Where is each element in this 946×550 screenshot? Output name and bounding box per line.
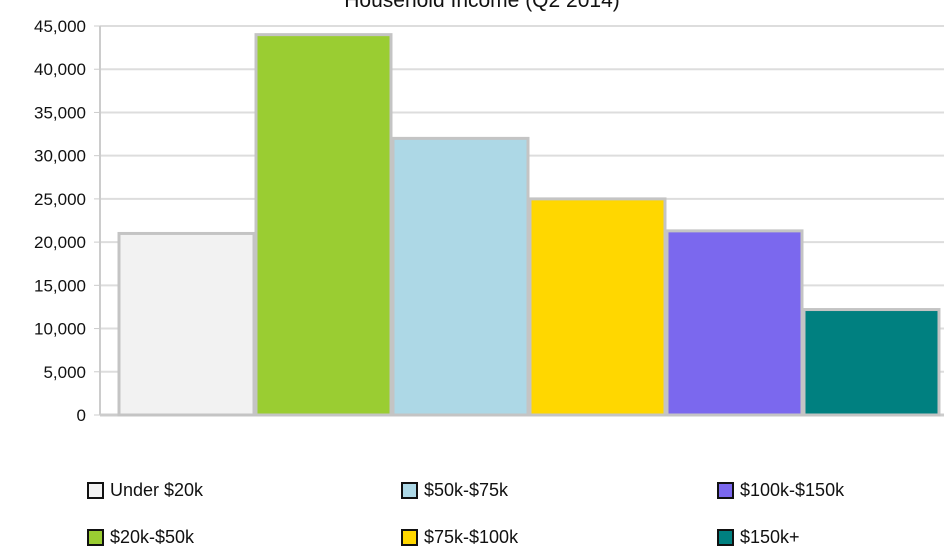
legend-swatch (87, 529, 104, 546)
legend-label: $150k+ (740, 527, 800, 547)
y-tick-label: 0 (77, 406, 86, 425)
bar (117, 231, 256, 417)
legend-label: $100k-$150k (740, 480, 845, 500)
legend: Under $20k $20k-$50k $50k-$75k $75k-$100k $1… (87, 480, 845, 547)
y-tick-label: 40,000 (34, 60, 86, 79)
y-tick-label: 30,000 (34, 147, 86, 166)
bar (391, 136, 530, 417)
y-tick-label: 10,000 (34, 320, 86, 339)
bar (665, 229, 804, 417)
legend-swatch (401, 482, 418, 499)
bars (117, 33, 941, 417)
bar (528, 197, 667, 417)
y-tick-label: 15,000 (34, 276, 86, 295)
chart-title: Household Income (Q2 2014) (344, 0, 620, 12)
legend-label: $50k-$75k (424, 480, 509, 500)
bar (802, 308, 941, 417)
legend-swatch (717, 482, 734, 499)
y-tick-label: 35,000 (34, 103, 86, 122)
legend-swatch (717, 529, 734, 546)
legend-label: Under $20k (110, 480, 204, 500)
y-axis: 0 5,000 10,000 15,000 20,000 25,000 30,000 35,0… (34, 17, 944, 425)
legend-label: $75k-$100k (424, 527, 519, 547)
y-tick-label: 20,000 (34, 233, 86, 252)
bar (254, 33, 393, 417)
y-tick-label: 25,000 (34, 190, 86, 209)
legend-swatch (87, 482, 104, 499)
legend-swatch (401, 529, 418, 546)
y-tick-label: 5,000 (43, 363, 86, 382)
y-tick-label: 45,000 (34, 17, 86, 36)
legend-label: $20k-$50k (110, 527, 195, 547)
